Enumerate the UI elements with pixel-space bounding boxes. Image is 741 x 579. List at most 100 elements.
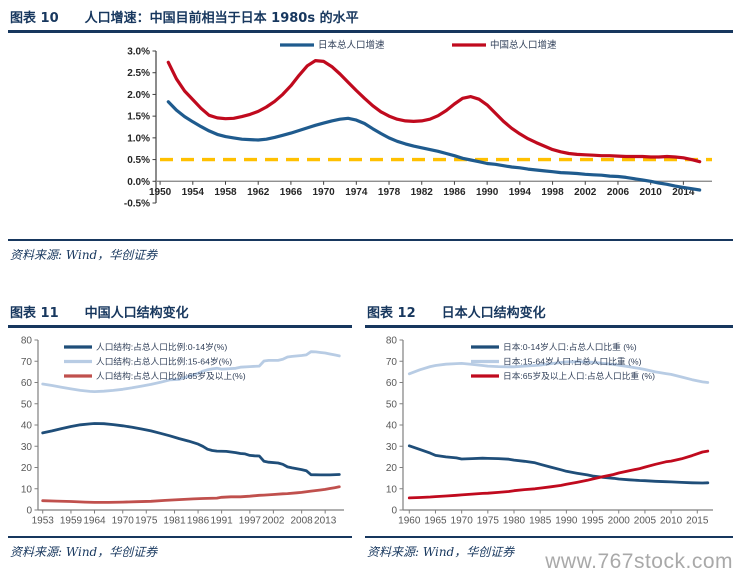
legend-label: 人口结构:占总人口比例:65岁及以上(%) — [96, 370, 246, 381]
y-tick-label: 20 — [21, 463, 33, 474]
y-tick-label: 60 — [21, 378, 33, 389]
x-tick-label: 1975 — [477, 516, 500, 527]
y-tick-label: 1.5% — [127, 112, 150, 123]
figure-11-divider — [8, 536, 352, 538]
x-tick-label: 1998 — [541, 187, 564, 198]
x-tick-label: 1978 — [378, 187, 401, 198]
y-tick-label: 0 — [26, 506, 32, 517]
y-tick-label: 3.0% — [127, 47, 150, 58]
y-tick-label: 2.0% — [127, 90, 150, 101]
japan-population-structure-line-chart: 0 10 20 30 40 50 60 70 80 1960 1965 1970 1975 1980 198… — [386, 336, 713, 527]
figure-12-source: 资料来源: Wind，华创证券 — [367, 545, 515, 559]
x-tick-label: 1990 — [555, 516, 578, 527]
figure-11-source: 资料来源: Wind，华创证券 — [10, 545, 158, 559]
x-tick-label: 2015 — [686, 516, 709, 527]
figure-12-divider — [365, 536, 733, 538]
x-tick-label: 1982 — [411, 187, 434, 198]
figure-10-divider — [8, 239, 733, 241]
y-tick-label: 60 — [386, 378, 398, 389]
y-tick-label: 0.0% — [127, 177, 150, 188]
x-tick-label: 1981 — [163, 516, 186, 527]
y-tick-label: 10 — [21, 484, 33, 495]
x-tick-label: 1980 — [503, 516, 526, 527]
figure-11-title: 中国人口结构变化 — [84, 306, 189, 321]
x-tick-label: 1966 — [280, 187, 303, 198]
y-tick-label: 80 — [386, 336, 398, 347]
y-tick-label: 0.5% — [127, 155, 150, 166]
series-line — [41, 485, 341, 504]
figure-12-title: 日本人口结构变化 — [441, 306, 546, 321]
x-tick-label: 2002 — [574, 187, 597, 198]
x-tick-label: 1985 — [529, 516, 552, 527]
x-tick-label: 1960 — [398, 516, 421, 527]
figure-10-header: 图表 10 人口增速：中国目前相当于日本 1980s 的水平 — [8, 5, 733, 33]
y-tick-label: 30 — [21, 442, 33, 453]
y-tick-label: 0 — [391, 506, 397, 517]
figure-12-header: 图表 12 日本人口结构变化 — [365, 300, 733, 328]
series-line — [407, 444, 710, 485]
x-tick-label: 1994 — [509, 187, 532, 198]
x-tick-label: 1965 — [424, 516, 447, 527]
x-tick-label: 1975 — [135, 516, 158, 527]
x-tick-label: 1964 — [83, 516, 106, 527]
x-tick-label: 2002 — [262, 516, 285, 527]
y-tick-label: -0.5% — [124, 199, 150, 210]
x-tick-label: 1991 — [210, 516, 233, 527]
y-tick-label: 40 — [386, 421, 398, 432]
series-line — [407, 360, 710, 384]
y-tick-label: 70 — [21, 357, 33, 368]
figure-10-section: 图表 10 人口增速：中国目前相当于日本 1980s 的水平 3.0% 2.5% 2… — [8, 5, 733, 263]
series-line — [166, 100, 702, 192]
x-tick-label: 1970 — [112, 516, 135, 527]
x-tick-label: 1997 — [239, 516, 262, 527]
legend-label: 日本总人口增速 — [318, 39, 385, 51]
x-tick-label: 1950 — [149, 187, 172, 198]
x-tick-label: 2008 — [291, 516, 314, 527]
x-tick-label: 1962 — [247, 187, 270, 198]
figure-12-section: 图表 12 日本人口结构变化 0 10 20 30 40 50 60 70 80 1960 1965… — [365, 300, 733, 560]
china-population-structure-line-chart: 0 10 20 30 40 50 60 70 80 1953 1959 1964 1970 1975 198… — [21, 336, 344, 527]
y-tick-label: 80 — [21, 336, 33, 347]
x-tick-label: 1995 — [581, 516, 604, 527]
series-line — [407, 449, 710, 500]
y-tick-label: 1.0% — [127, 133, 150, 144]
legend-label: 中国总人口增速 — [490, 39, 557, 51]
x-tick-label: 2013 — [314, 516, 337, 527]
figure-11-header: 图表 11 中国人口结构变化 — [8, 300, 352, 328]
x-tick-label: 1986 — [187, 516, 210, 527]
figure-10-title: 人口增速：中国目前相当于日本 1980s 的水平 — [84, 11, 359, 26]
x-tick-label: 1970 — [451, 516, 474, 527]
y-tick-label: 70 — [386, 357, 398, 368]
legend-label: 日本:15-64岁人口:占总人口比重 (%) — [503, 356, 642, 367]
x-tick-label: 1958 — [214, 187, 237, 198]
figure-10-source: 资料来源: Wind，华创证券 — [10, 248, 158, 262]
x-tick-label: 1970 — [312, 187, 335, 198]
x-tick-label: 1986 — [443, 187, 466, 198]
x-tick-label: 2000 — [608, 516, 631, 527]
series-line — [41, 422, 341, 477]
series-line — [166, 59, 702, 164]
x-tick-label: 1954 — [182, 187, 205, 198]
y-tick-label: 40 — [21, 421, 33, 432]
figure-11-label: 图表 11 — [10, 306, 59, 321]
y-tick-label: 30 — [386, 442, 398, 453]
bottom-figures-row: 图表 11 中国人口结构变化 0 10 20 30 40 50 60 70 80 1953 1959… — [8, 300, 733, 560]
y-tick-label: 50 — [386, 399, 398, 410]
x-tick-label: 2006 — [607, 187, 630, 198]
legend-label: 日本:0-14岁人口:占总人口比重 (%) — [503, 341, 637, 352]
population-growth-chart-wrap: 3.0% 2.5% 2.0% 1.5% 1.0% 0.5% 0.0% -0.5% 1950 195… — [8, 33, 733, 239]
figure-10-label: 图表 10 — [10, 11, 59, 26]
figure-12-label: 图表 12 — [367, 306, 416, 321]
china-structure-chart-wrap: 0 10 20 30 40 50 60 70 80 1953 1959 1964 1970 1975 198… — [8, 328, 352, 536]
x-tick-label: 1953 — [32, 516, 55, 527]
y-tick-label: 20 — [386, 463, 398, 474]
x-tick-label: 1974 — [345, 187, 368, 198]
japan-structure-chart-wrap: 0 10 20 30 40 50 60 70 80 1960 1965 1970 1975 1980 198… — [365, 328, 733, 536]
legend-label: 人口结构:占总人口比例:15-64岁(%) — [96, 356, 232, 367]
y-tick-label: 10 — [386, 484, 398, 495]
x-tick-label: 2010 — [660, 516, 683, 527]
legend-label: 日本:65岁及以上人口:占总人口比重 (%) — [503, 370, 655, 381]
legend-label: 人口结构:占总人口比例:0-14岁(%) — [96, 341, 227, 352]
y-tick-label: 50 — [21, 399, 33, 410]
